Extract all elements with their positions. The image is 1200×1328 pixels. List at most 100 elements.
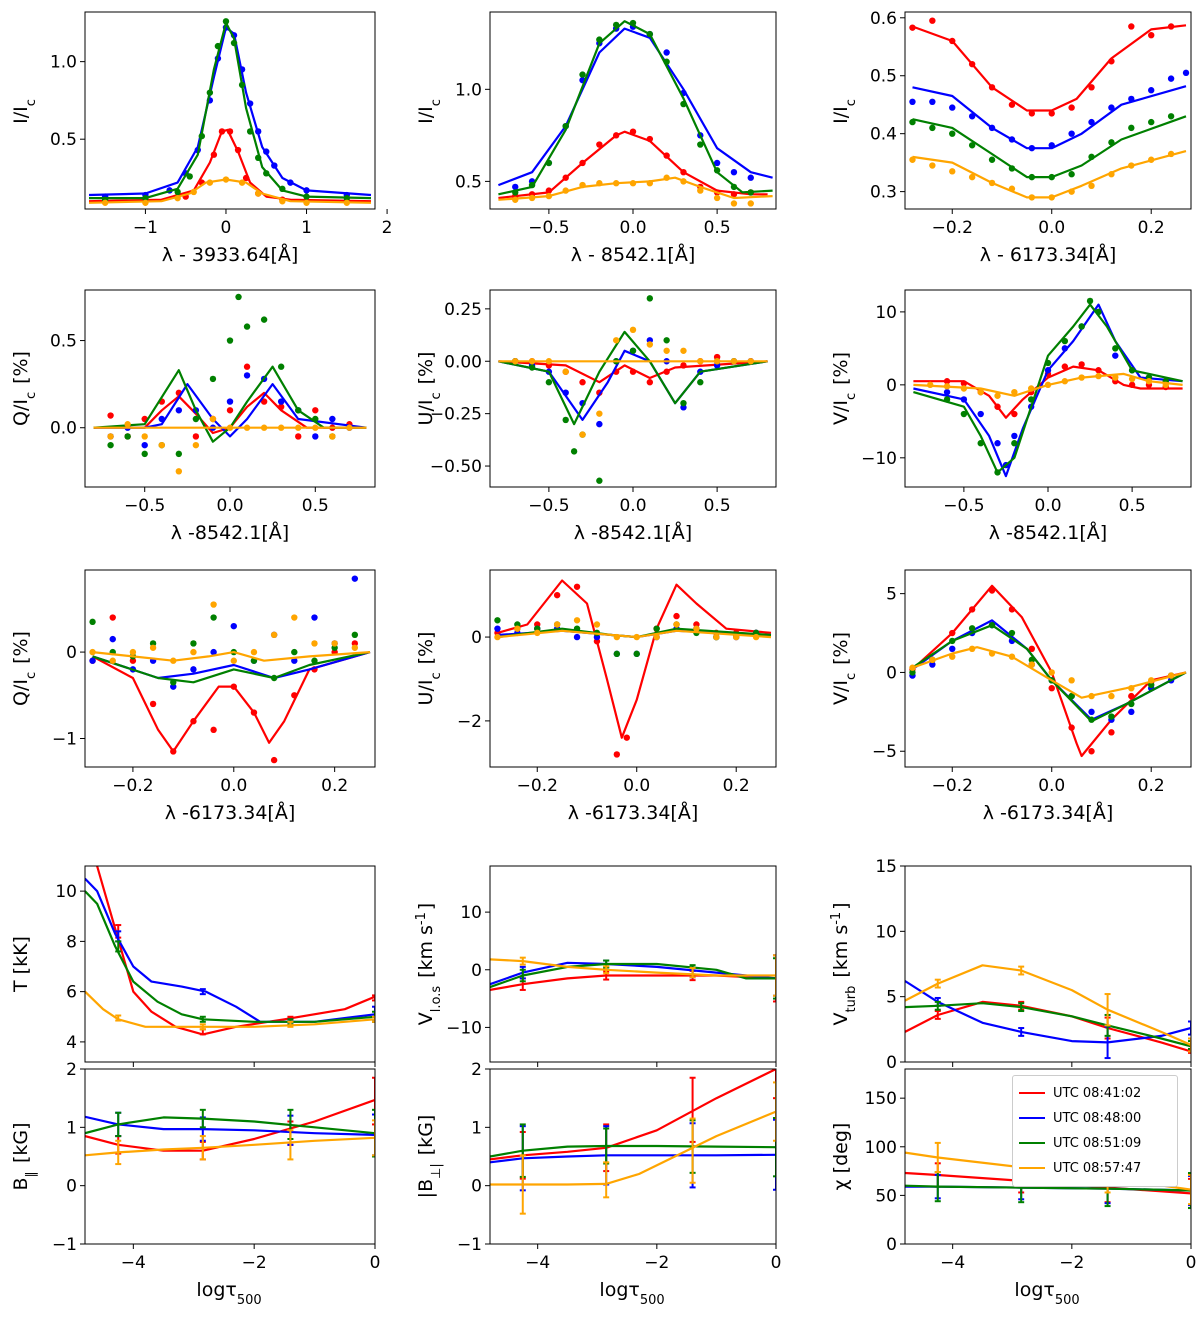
fit-line [490,1110,776,1186]
y-tick-label: −1 [52,729,77,749]
data-point [210,648,217,656]
data-point [596,410,603,417]
data-point [190,640,197,647]
data-point [629,347,637,354]
panel-ca_k_I: −1 0 1 2 0.5 1.0 λ - 3933.64[Å] I/Ic [10,11,393,266]
data-point [646,341,654,348]
data-point [351,644,359,651]
data-point [968,625,976,632]
data-point [107,412,114,419]
data-point [89,648,96,656]
data-point [929,17,936,24]
data-point [713,633,720,641]
data-point [141,450,148,458]
data-point [226,407,234,414]
x-tick-label: 0 [370,1253,381,1273]
data-point [596,477,603,484]
axes-frame [904,1068,1192,1245]
y-axis-label: V/Ic [%] [830,632,859,705]
series [490,1117,776,1178]
data-point [949,645,956,652]
data-point [1112,352,1119,359]
fit-line [498,130,768,200]
data-point [1148,681,1155,689]
y-tick-label: −10 [446,1018,482,1038]
data-point [994,392,1001,399]
data-point [107,433,114,440]
series [490,1081,776,1215]
data-point [190,666,197,673]
x-tick-label: 0.0 [1038,776,1065,796]
data-point [186,173,193,180]
y-tick-label: 0 [886,376,897,396]
data-point [562,416,569,424]
series [93,415,367,475]
series [89,614,371,764]
legend-item: UTC 08:48:00 [1019,1107,1141,1129]
data-point [1048,669,1055,676]
data-point [1028,661,1036,668]
data-point [291,614,298,621]
x-tick-label: 0.0 [1034,496,1061,516]
series [96,866,375,1036]
series [913,297,1183,476]
series [909,113,1187,181]
data-point [175,468,183,475]
data-point [553,591,561,599]
data-point [291,657,298,664]
y-tick-label: 0 [471,961,482,981]
data-point [109,657,116,664]
y-tick-label: 0.5 [50,130,77,150]
data-point [1008,101,1016,108]
x-axis-label: λ -8542.1[Å] [171,521,289,544]
data-point [149,700,157,708]
data-point [929,162,936,169]
data-point [613,751,621,758]
data-point [141,433,148,440]
data-point [1048,110,1055,117]
x-tick-label: −0.5 [528,496,569,516]
data-point [968,113,976,120]
data-point [1088,708,1095,716]
y-tick-label: −1 [52,1235,77,1255]
data-point [730,200,738,207]
data-point [562,368,569,375]
fit-line [490,962,776,989]
fit-line [912,115,1187,179]
panel-ca_ir_U: −0.5 0.0 0.5 −0.50 −0.25 0.00 0.25 λ -8542.1[Å]… [415,289,777,544]
data-point [235,293,242,301]
data-point [988,156,996,163]
data-point [1008,629,1016,637]
data-point [949,130,956,137]
data-point [653,633,660,641]
panel-atm_Bpar: −4 −2 0 −1 0 1 2 logτ500 B∥ [kG] [10,1060,380,1308]
plot-area [490,1069,776,1215]
data-point [713,159,721,167]
panel-atm_vturb: 0 5 10 15 Vturb [km s-1 ] [829,857,1192,1073]
data-point [260,398,268,405]
data-point [673,612,680,620]
data-point [1068,104,1075,111]
series [909,621,1187,723]
data-point [494,625,501,632]
x-tick-label: 0.0 [619,496,646,516]
y-tick-label: 0.5 [455,172,482,192]
panel-fe_I: −0.2 0.0 0.2 0.3 0.4 0.5 0.6 λ - 6173.34[Å] I/Ic [830,9,1192,266]
legend-label: UTC 08:51:09 [1053,1135,1142,1151]
data-point [1061,363,1069,370]
series [905,1000,1191,1050]
x-tick-label: 2 [382,218,393,238]
data-point [977,410,984,418]
x-tick-label: 0.2 [1138,218,1165,238]
plot-area [85,866,375,1036]
data-point [311,657,318,664]
data-point [1011,440,1018,447]
y-tick-label: −1 [457,1235,482,1255]
data-point [329,415,336,423]
data-point [1112,345,1119,352]
y-tick-label: 10 [460,903,482,923]
panel-fe_V: −0.2 0.0 0.2 −5 0 5 λ -6173.34[Å] V/Ic [%] [830,569,1192,824]
data-point [693,625,700,632]
plot-area [909,17,1190,201]
fit-line [88,128,372,203]
